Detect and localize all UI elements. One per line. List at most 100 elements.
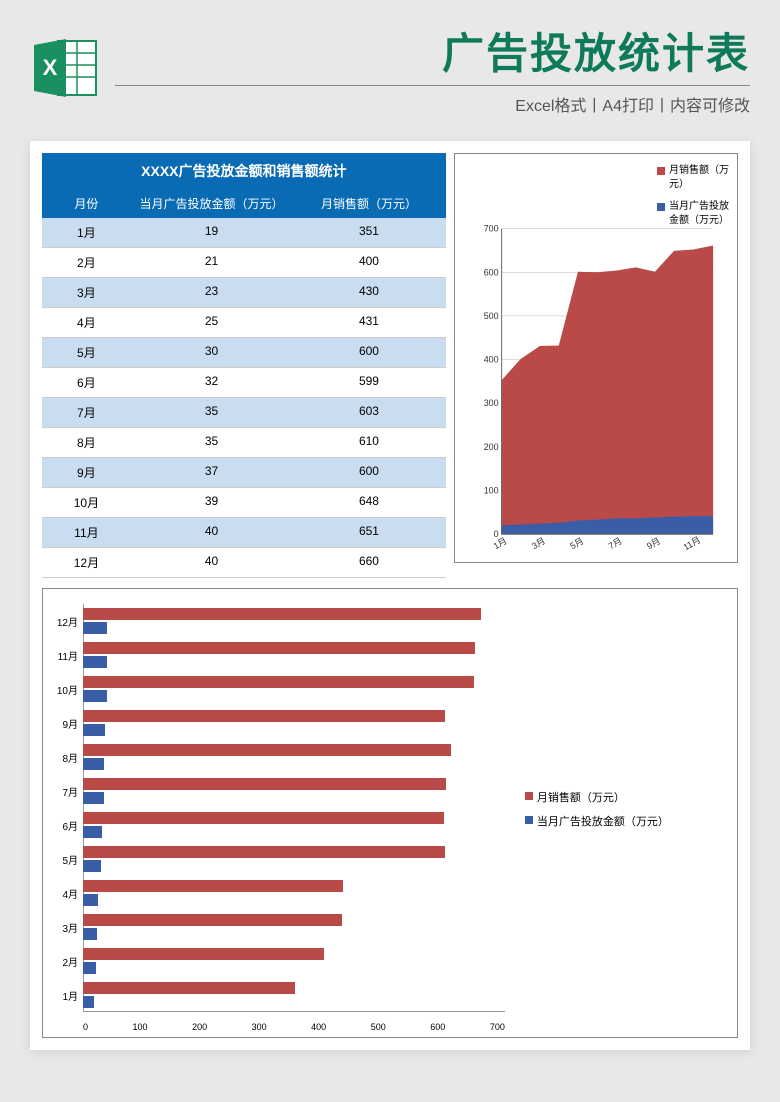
bar-sales	[83, 914, 342, 926]
bar-label: 9月	[48, 716, 78, 731]
table-row: 3月 23 430	[42, 278, 446, 308]
bar-row: 10月	[83, 672, 505, 706]
cell-sales: 600	[292, 458, 445, 487]
table-header-row: 月份 当月广告投放金额（万元） 月销售额（万元）	[42, 189, 446, 218]
bar-row: 2月	[83, 944, 505, 978]
bar-sales	[83, 948, 324, 960]
bar-sales	[83, 676, 474, 688]
xaxis-tick: 600	[430, 1022, 445, 1032]
cell-sales: 660	[292, 548, 445, 577]
bar-label: 8月	[48, 750, 78, 765]
col-header-sales: 月销售额（万元）	[292, 189, 445, 218]
svg-text:400: 400	[483, 355, 498, 365]
xaxis-tick: 100	[133, 1022, 148, 1032]
bar-row: 5月	[83, 842, 505, 876]
bar-ad	[83, 758, 104, 770]
bar-row: 3月	[83, 910, 505, 944]
document-page: XXXX广告投放金额和销售额统计 月份 当月广告投放金额（万元） 月销售额（万元…	[30, 141, 750, 1050]
bar-row: 12月	[83, 604, 505, 638]
bar-ad	[83, 860, 101, 872]
svg-text:X: X	[43, 55, 58, 80]
bar-row: 1月	[83, 978, 505, 1012]
cell-ad: 32	[131, 368, 292, 397]
table-row: 1月 19 351	[42, 218, 446, 248]
table-row: 11月 40 651	[42, 518, 446, 548]
bar-chart-plot: 12月 11月 10月 9月 8月 7月 6月 5月 4月 3月	[43, 589, 515, 1037]
bars-container: 12月 11月 10月 9月 8月 7月 6月 5月 4月 3月	[83, 604, 505, 1012]
bar-ad	[83, 690, 107, 702]
cell-month: 2月	[42, 248, 131, 277]
svg-text:7月: 7月	[606, 536, 623, 552]
bar-row: 7月	[83, 774, 505, 808]
cell-ad: 40	[131, 548, 292, 577]
col-header-ad: 当月广告投放金额（万元）	[131, 189, 292, 218]
table-row: 12月 40 660	[42, 548, 446, 578]
cell-month: 10月	[42, 488, 131, 517]
legend-item-ad: 当月广告投放金额（万元）	[525, 813, 727, 829]
col-header-month: 月份	[42, 189, 131, 218]
bar-ad	[83, 894, 98, 906]
bar-sales	[83, 812, 444, 824]
bar-sales	[83, 608, 481, 620]
xaxis-tick: 400	[311, 1022, 326, 1032]
cell-month: 3月	[42, 278, 131, 307]
table-row: 10月 39 648	[42, 488, 446, 518]
cell-sales: 431	[292, 308, 445, 337]
bar-ad	[83, 928, 97, 940]
cell-sales: 430	[292, 278, 445, 307]
bar-row: 11月	[83, 638, 505, 672]
bar-ad	[83, 826, 102, 838]
table-body: 1月 19 3512月 21 4003月 23 4304月 25 4315月 3…	[42, 218, 446, 578]
bar-label: 7月	[48, 784, 78, 799]
cell-ad: 25	[131, 308, 292, 337]
svg-text:9月: 9月	[645, 536, 662, 552]
area-chart-plot: 01002003004005006007001月3月5月7月9月11月	[455, 154, 737, 562]
bar-sales	[83, 744, 451, 756]
bar-sales	[83, 880, 343, 892]
subtitle: Excel格式丨A4打印丨内容可修改	[115, 85, 750, 116]
cell-month: 6月	[42, 368, 131, 397]
cell-month: 5月	[42, 338, 131, 367]
cell-ad: 35	[131, 428, 292, 457]
cell-ad: 19	[131, 218, 292, 247]
table-row: 9月 37 600	[42, 458, 446, 488]
horizontal-bar-chart: 12月 11月 10月 9月 8月 7月 6月 5月 4月 3月	[42, 588, 738, 1038]
area-chart: 月销售额（万元） 当月广告投放金额（万元） 010020030040050060…	[454, 153, 738, 563]
bar-ad	[83, 656, 107, 668]
cell-month: 8月	[42, 428, 131, 457]
table-row: 5月 30 600	[42, 338, 446, 368]
bar-label: 4月	[48, 886, 78, 901]
svg-text:700: 700	[483, 224, 498, 234]
bar-label: 10月	[48, 682, 78, 697]
cell-month: 9月	[42, 458, 131, 487]
table-title: XXXX广告投放金额和销售额统计	[42, 153, 446, 189]
cell-month: 11月	[42, 518, 131, 547]
main-title: 广告投放统计表	[115, 20, 750, 81]
xaxis-tick: 300	[252, 1022, 267, 1032]
bar-label: 12月	[48, 614, 78, 629]
legend-item-sales: 月销售额（万元）	[525, 789, 727, 805]
bar-label: 11月	[48, 648, 78, 663]
svg-text:500: 500	[483, 311, 498, 321]
legend-swatch-ad	[525, 816, 533, 824]
bar-chart-xaxis: 0100200300400500600700	[83, 1022, 505, 1032]
bar-sales	[83, 982, 295, 994]
cell-ad: 39	[131, 488, 292, 517]
cell-sales: 610	[292, 428, 445, 457]
cell-ad: 37	[131, 458, 292, 487]
bar-label: 5月	[48, 852, 78, 867]
cell-ad: 21	[131, 248, 292, 277]
bar-label: 2月	[48, 954, 78, 969]
svg-text:100: 100	[483, 485, 498, 495]
table-row: 2月 21 400	[42, 248, 446, 278]
cell-ad: 35	[131, 398, 292, 427]
bar-row: 4月	[83, 876, 505, 910]
xaxis-tick: 200	[192, 1022, 207, 1032]
cell-sales: 599	[292, 368, 445, 397]
table-row: 4月 25 431	[42, 308, 446, 338]
excel-icon: X	[30, 33, 100, 103]
table-row: 8月 35 610	[42, 428, 446, 458]
cell-sales: 400	[292, 248, 445, 277]
bar-ad	[83, 724, 105, 736]
cell-sales: 648	[292, 488, 445, 517]
